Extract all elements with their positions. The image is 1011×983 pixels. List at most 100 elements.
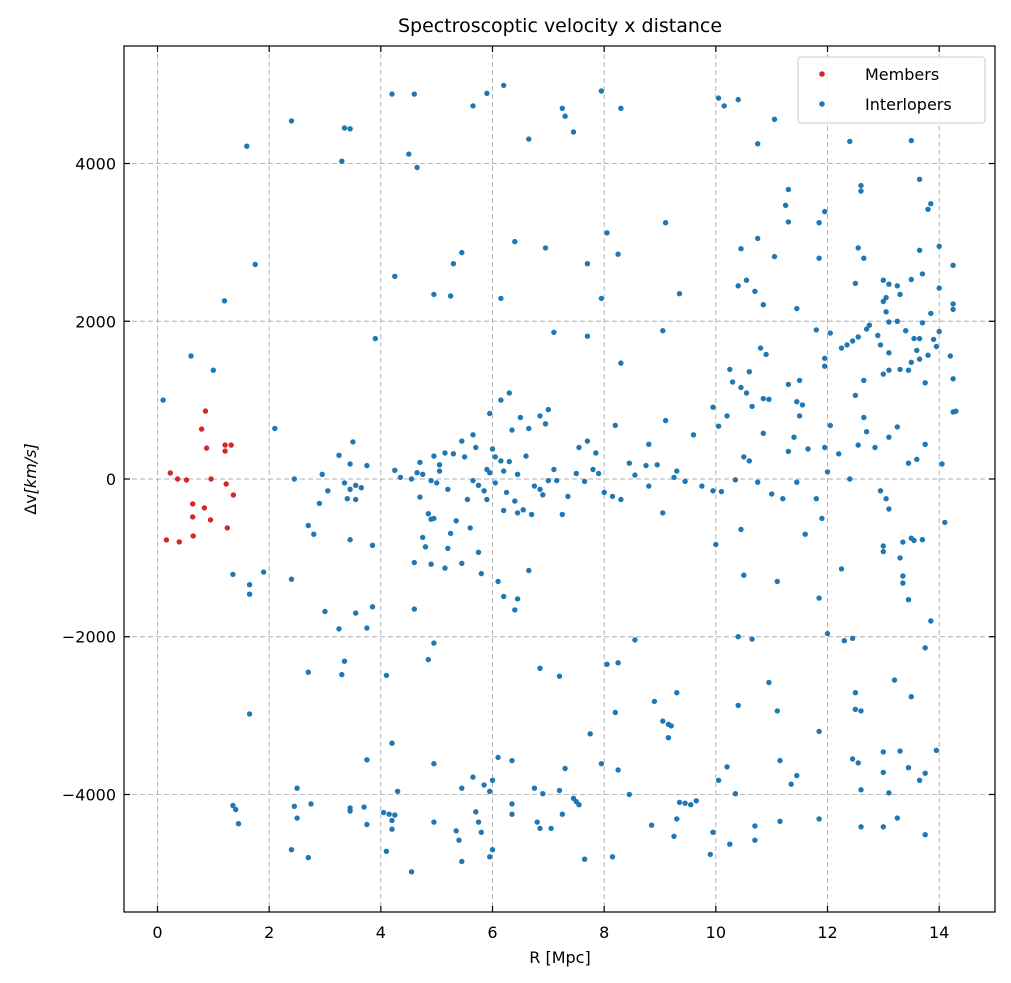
point-interlopers [752,837,758,843]
point-interlopers [339,671,345,678]
point-interlopers [562,113,568,119]
point-interlopers [319,471,325,477]
point-interlopers [445,486,451,492]
point-interlopers [442,450,448,456]
point-interlopers [464,496,471,503]
point-interlopers [936,328,942,335]
point-interlopers [291,476,297,482]
point-interlopers [288,576,295,582]
point-interlopers [431,515,437,522]
data-points [160,82,959,875]
point-interlopers [305,522,311,529]
point-interlopers [590,466,596,473]
point-interlopers [922,380,928,386]
point-interlopers [916,356,923,362]
point-interlopers [660,510,666,516]
point-interlopers [361,804,367,810]
point-interlopers [501,468,507,474]
point-interlopers [933,747,940,753]
point-interlopers [646,483,652,489]
point-interlopers [646,441,652,447]
point-interlopers [364,625,370,631]
point-interlopers [556,673,563,679]
point-interlopers [473,444,479,451]
point-interlopers [715,423,722,429]
point-interlopers [741,454,747,460]
point-interlopers [434,480,440,486]
point-interlopers [886,434,892,440]
point-interlopers [852,690,859,696]
point-interlopers [548,825,554,832]
point-members [203,445,210,451]
point-interlopers [908,694,914,700]
point-interlopers [459,249,465,256]
point-interlopers [364,821,370,828]
point-interlopers [741,572,747,578]
point-interlopers [618,105,624,112]
point-interlopers [665,735,672,741]
point-interlopers [540,791,546,797]
point-interlopers [690,432,697,438]
point-interlopers [495,754,501,761]
point-members [224,525,230,531]
point-interlopers [785,186,792,193]
point-interlopers [905,597,912,603]
point-interlopers [459,560,465,567]
point-interlopers [509,757,515,764]
point-interlopers [852,392,859,399]
point-interlopers [796,377,803,384]
point-members [223,481,229,487]
axis-ticks: 0 2 4 6 8 10 12 14 −4000 −2000 0 2000 4000 [62,46,995,942]
point-interlopers [743,390,750,396]
point-interlopers [858,188,864,194]
point-interlopers [246,711,253,717]
point-interlopers [953,408,959,414]
point-interlopers [570,129,577,135]
point-interlopers [353,496,359,503]
point-interlopers [805,446,811,452]
point-interlopers [735,283,741,289]
point-members [202,408,209,414]
point-interlopers [447,293,454,299]
point-interlopers [551,329,557,335]
point-interlopers [855,334,861,340]
point-interlopers [431,453,437,459]
point-interlopers [498,295,504,302]
point-interlopers [235,821,242,827]
point-interlopers [738,246,744,252]
point-interlopers [886,319,892,325]
point-interlopers [347,537,353,543]
point-interlopers [914,456,920,462]
point-interlopers [584,261,591,267]
point-interlopers [431,761,437,767]
point-interlopers [487,854,493,860]
point-interlopers [501,507,507,514]
point-interlopers [769,491,775,497]
point-interlopers [897,291,903,298]
point-interlopers [244,143,250,149]
point-interlopers [897,555,903,561]
point-interlopers [757,345,764,351]
point-interlopers [272,425,278,432]
point-interlopers [573,470,579,477]
point-interlopers [651,698,658,705]
point-interlopers [880,277,886,283]
point-interlopers [877,342,884,348]
point-interlopers [682,800,688,806]
point-interlopers [796,413,803,419]
point-interlopers [822,444,828,451]
point-interlopers [662,417,669,424]
point-interlopers [911,335,917,342]
point-interlopers [506,390,512,396]
point-interlopers [470,432,476,438]
point-interlopers [615,767,621,773]
point-interlopers [484,496,490,503]
point-interlopers [841,638,847,644]
point-interlopers [827,422,833,429]
y-tick-label: 4000 [75,155,116,174]
point-interlopers [188,353,194,359]
point-interlopers [928,310,934,317]
point-interlopers [520,507,526,513]
point-interlopers [836,451,842,457]
point-interlopers [450,261,457,267]
